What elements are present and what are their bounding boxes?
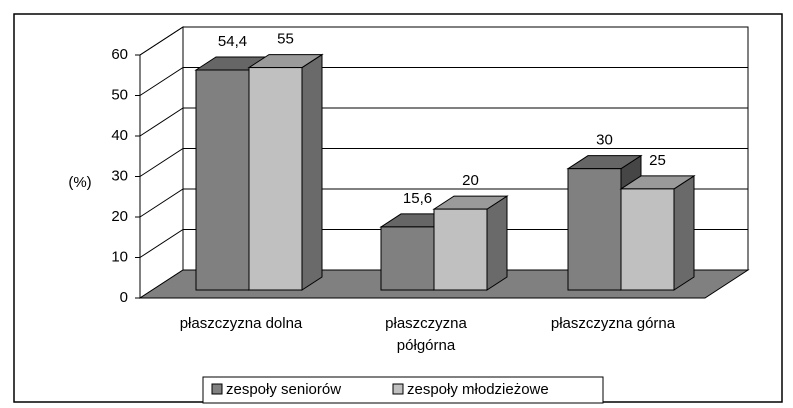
data-label: 54,4 <box>218 33 247 50</box>
legend: zespoły seniorów zespoły młodzieżowe <box>202 376 604 404</box>
y-tick-label: 60 <box>111 46 128 63</box>
data-label: 25 <box>649 152 666 169</box>
bar-side <box>301 53 323 291</box>
legend-label: zespoły młodzieżowe <box>407 381 549 398</box>
bar-side <box>673 174 695 291</box>
bar <box>567 168 622 291</box>
y-tick-label: 50 <box>111 86 128 103</box>
bar <box>195 69 250 291</box>
data-label: 30 <box>596 132 613 149</box>
legend-swatch <box>211 383 223 395</box>
grid-line <box>139 148 748 177</box>
legend-label: zespoły seniorów <box>226 381 341 398</box>
bar <box>248 67 303 291</box>
grid-line <box>139 26 748 56</box>
legend-box <box>202 376 604 404</box>
grid-line <box>139 229 748 258</box>
grid-line <box>139 188 748 218</box>
y-tick-label: 0 <box>120 289 128 306</box>
bar <box>380 226 435 291</box>
data-label: 15,6 <box>403 190 432 207</box>
legend-swatch <box>392 383 404 395</box>
x-tick-label: płaszczyzna górna <box>550 315 676 332</box>
bar <box>433 208 488 291</box>
y-tick-label: 40 <box>111 127 128 144</box>
grid-line <box>139 67 748 96</box>
x-tick-label: płaszczyzna dolna <box>179 315 303 332</box>
grid-line <box>139 107 748 137</box>
y-tick-label: 30 <box>111 167 128 184</box>
data-label: 55 <box>277 31 294 48</box>
x-tick-label: płaszczyzna półgórna <box>385 315 467 354</box>
bar-side <box>486 195 508 291</box>
data-label: 20 <box>462 172 479 189</box>
y-tick-label: 10 <box>111 248 128 265</box>
y-axis-label: (%) <box>68 174 91 191</box>
bar <box>620 188 675 291</box>
y-tick-label: 20 <box>111 208 128 225</box>
